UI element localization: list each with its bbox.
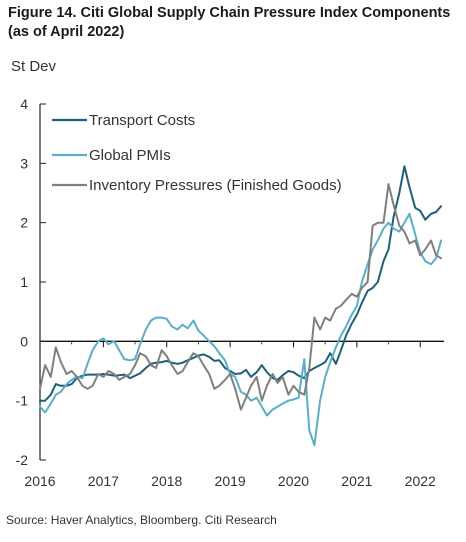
x-tick-label-2: 2018	[151, 473, 182, 489]
y-tick-label-3: 1	[20, 274, 28, 290]
x-tick-label-4: 2020	[278, 473, 309, 489]
y-tick-label-4: 2	[20, 215, 28, 231]
x-tick-label-1: 2017	[88, 473, 119, 489]
x-tick-label-6: 2022	[405, 473, 436, 489]
x-tick-label-3: 2019	[215, 473, 246, 489]
legend-layer: Transport Costs Global PMIs Inventory Pres…	[52, 112, 342, 194]
y-tick-label-6: 4	[20, 96, 28, 112]
legend-label-1: Global PMIs	[89, 147, 171, 164]
y-tick-label-1: -1	[16, 393, 29, 409]
series-line-0	[40, 166, 441, 400]
series-layer	[40, 166, 441, 445]
y-tick-label-2: 0	[20, 333, 28, 349]
series-line-2	[40, 184, 441, 410]
y-tick-label-0: -2	[16, 452, 29, 468]
x-tick-label-0: 2016	[24, 473, 55, 489]
legend-label-2: Inventory Pressures (Finished Goods)	[89, 177, 342, 194]
x-tick-label-5: 2021	[341, 473, 372, 489]
legend-label-0: Transport Costs	[89, 112, 195, 129]
source-note: Source: Haver Analytics, Bloomberg. Citi…	[6, 513, 277, 527]
y-tick-label-5: 3	[20, 155, 28, 171]
